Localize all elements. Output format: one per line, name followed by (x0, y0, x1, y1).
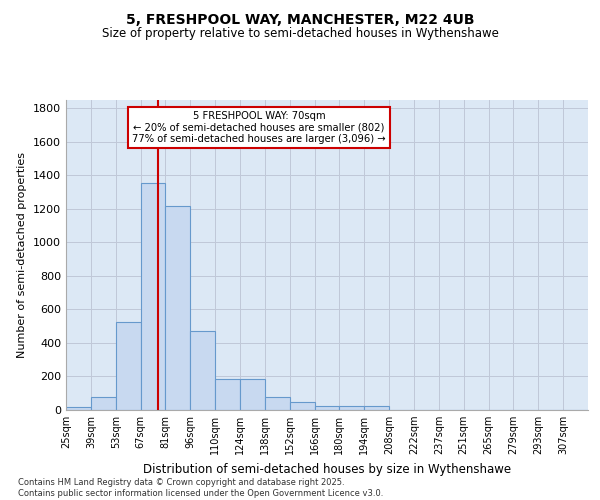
Bar (215, 379, 240, 410)
Bar (140, 183, 166, 410)
Bar (240, 379, 265, 410)
Text: Size of property relative to semi-detached houses in Wythenshawe: Size of property relative to semi-detach… (101, 28, 499, 40)
Bar (265, 396, 290, 410)
Y-axis label: Number of semi-detached properties: Number of semi-detached properties (17, 152, 28, 358)
Bar (364, 406, 389, 410)
Bar (190, 331, 215, 410)
Bar (314, 406, 340, 410)
Text: 5 FRESHPOOL WAY: 70sqm
← 20% of semi-detached houses are smaller (802)
77% of se: 5 FRESHPOOL WAY: 70sqm ← 20% of semi-det… (133, 111, 386, 144)
Bar (91, 396, 116, 410)
Text: 5, FRESHPOOL WAY, MANCHESTER, M22 4UB: 5, FRESHPOOL WAY, MANCHESTER, M22 4UB (126, 12, 474, 26)
X-axis label: Distribution of semi-detached houses by size in Wythenshawe: Distribution of semi-detached houses by … (143, 462, 511, 475)
Bar (340, 406, 364, 410)
Bar (116, 322, 140, 410)
Bar (66, 406, 91, 410)
Bar (290, 402, 314, 410)
Bar (166, 206, 190, 410)
Text: Contains HM Land Registry data © Crown copyright and database right 2025.
Contai: Contains HM Land Registry data © Crown c… (18, 478, 383, 498)
